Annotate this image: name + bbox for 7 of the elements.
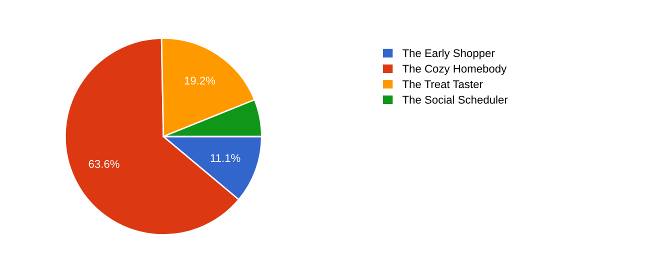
data-label: 63.6%: [88, 160, 120, 168]
data-label: 11.1%: [210, 154, 240, 162]
legend-label: The Treat Taster: [402, 80, 483, 88]
legend-label: The Social Scheduler: [402, 96, 508, 104]
legend-label: The Cozy Homebody: [402, 64, 507, 75]
data-label: 19.2%: [184, 76, 216, 85]
legend-label: The Early Shopper: [402, 48, 495, 60]
